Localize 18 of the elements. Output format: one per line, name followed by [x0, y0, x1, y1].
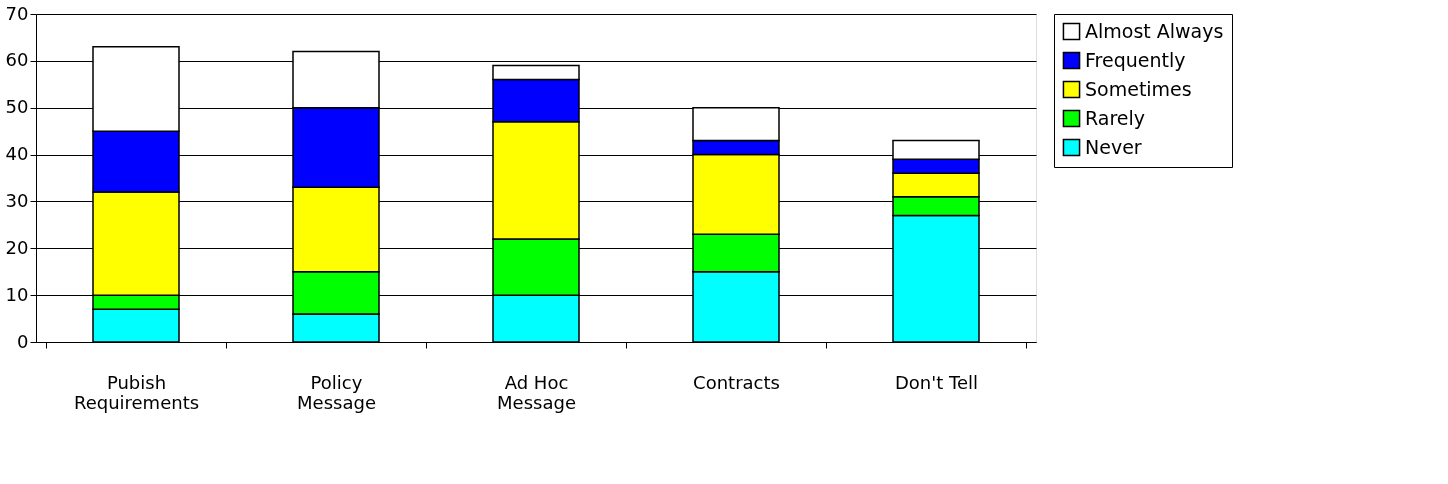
- legend-label: Frequently: [1085, 48, 1186, 71]
- y-tick-label: 0: [17, 330, 29, 352]
- y-tick-label: 20: [5, 236, 29, 258]
- y-tick-label: 10: [5, 283, 29, 305]
- x-tick-label: Don't Tell: [894, 371, 979, 393]
- y-tick-label: 60: [5, 49, 29, 71]
- legend-label: Almost Always: [1085, 19, 1224, 42]
- legend-label: Never: [1085, 135, 1142, 158]
- legend-label: Rarely: [1085, 106, 1146, 129]
- y-tick-label: 70: [5, 2, 29, 24]
- legend-label: Sometimes: [1085, 77, 1192, 100]
- x-tick-label: Contracts: [693, 371, 780, 393]
- y-tick-label: 50: [5, 96, 29, 118]
- x-tick-label: Policy Message: [297, 371, 376, 413]
- x-tick-label: Pubish Requirements: [73, 371, 200, 413]
- y-tick-label: 30: [5, 189, 29, 211]
- y-tick-label: 40: [5, 143, 29, 165]
- x-tick-label: Ad Hoc Message: [497, 371, 576, 413]
